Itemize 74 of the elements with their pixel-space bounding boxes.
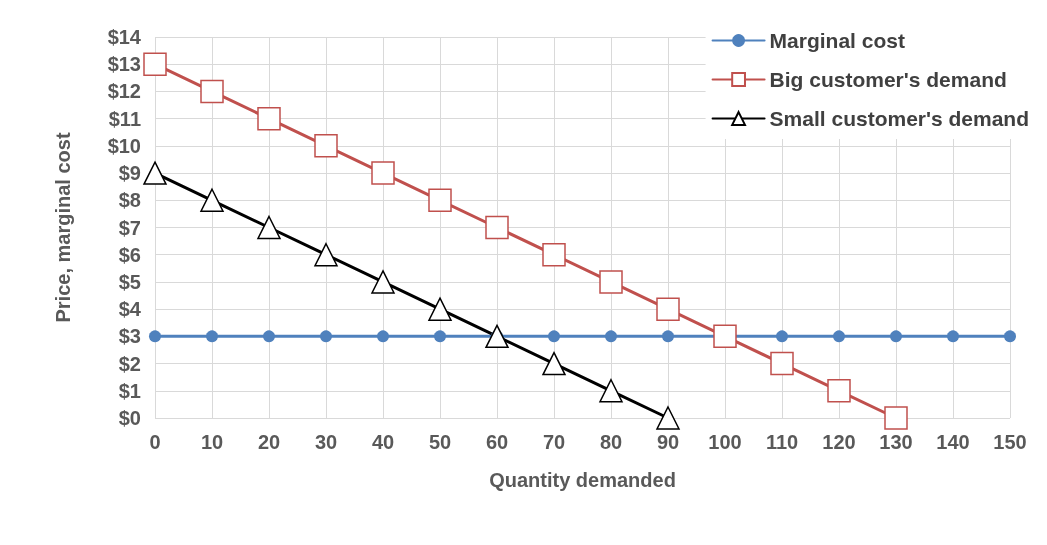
point — [377, 330, 389, 343]
point — [200, 79, 224, 104]
x-tick-label: 80 — [599, 431, 623, 453]
x-tick-label: 10 — [200, 431, 224, 453]
x-tick-label: 120 — [822, 431, 856, 453]
x-tick-label: 70 — [542, 431, 566, 453]
point — [257, 106, 281, 131]
point — [713, 324, 737, 349]
point — [434, 330, 446, 343]
legend-label: Big customer's demand — [769, 68, 1007, 91]
point — [314, 134, 338, 158]
point — [833, 330, 845, 343]
point — [149, 330, 161, 343]
x-tick-label: 40 — [371, 431, 395, 453]
point — [206, 330, 218, 343]
y-axis-title: Price, marginal cost — [52, 132, 74, 323]
point — [143, 161, 167, 185]
y-tick-label: $3 — [118, 325, 141, 348]
y-tick-label: $4 — [118, 298, 142, 321]
y-tick-label: $2 — [118, 352, 141, 375]
point — [314, 242, 338, 267]
y-tick-label: $13 — [107, 53, 141, 76]
point — [827, 379, 851, 403]
y-tick-label: $8 — [118, 189, 141, 212]
point — [947, 330, 959, 343]
x-tick-label: 150 — [993, 431, 1027, 453]
y-tick-label: $10 — [107, 134, 141, 157]
x-tick-label: 130 — [879, 431, 913, 453]
x-tick-label: 140 — [936, 431, 970, 453]
x-tick-label: 50 — [428, 431, 452, 453]
y-tick-label: $6 — [118, 243, 141, 266]
y-tick-label: $5 — [118, 270, 141, 293]
point — [656, 297, 680, 321]
point — [605, 330, 617, 343]
x-tick-label: 100 — [708, 431, 742, 453]
point — [263, 330, 275, 343]
y-tick-label: $7 — [118, 216, 141, 239]
x-axis-title: Quantity demanded — [489, 469, 676, 491]
point — [485, 215, 509, 240]
point — [548, 330, 560, 343]
x-tick-label: 30 — [314, 431, 338, 453]
point — [599, 379, 623, 403]
point — [485, 324, 509, 349]
point — [320, 330, 332, 343]
x-tick-label: 20 — [257, 431, 281, 453]
point — [890, 330, 902, 343]
x-tick-label: 60 — [485, 431, 509, 453]
legend-label: Marginal cost — [769, 29, 905, 52]
point — [257, 215, 281, 240]
x-tick-label: 0 — [149, 431, 161, 453]
point — [770, 351, 794, 376]
y-tick-label: $14 — [107, 26, 142, 48]
point — [542, 351, 566, 376]
point — [776, 330, 788, 343]
point — [599, 270, 623, 294]
y-tick-label: $1 — [118, 379, 141, 402]
point — [1004, 330, 1016, 343]
y-tick-label: $11 — [108, 107, 141, 130]
legend-label: Small customer's demand — [769, 107, 1030, 130]
point — [371, 161, 395, 185]
point — [428, 188, 452, 213]
y-tick-label: $0 — [118, 407, 141, 429]
point — [428, 297, 452, 321]
y-tick-label: $12 — [107, 80, 141, 103]
point — [662, 330, 674, 343]
y-tick-label: $9 — [118, 162, 141, 185]
point — [542, 242, 566, 267]
point — [656, 406, 680, 430]
point — [884, 406, 908, 430]
point — [200, 188, 224, 213]
point — [371, 270, 395, 294]
point — [143, 52, 167, 76]
x-tick-label: 110 — [765, 431, 799, 453]
x-tick-label: 90 — [656, 431, 680, 453]
